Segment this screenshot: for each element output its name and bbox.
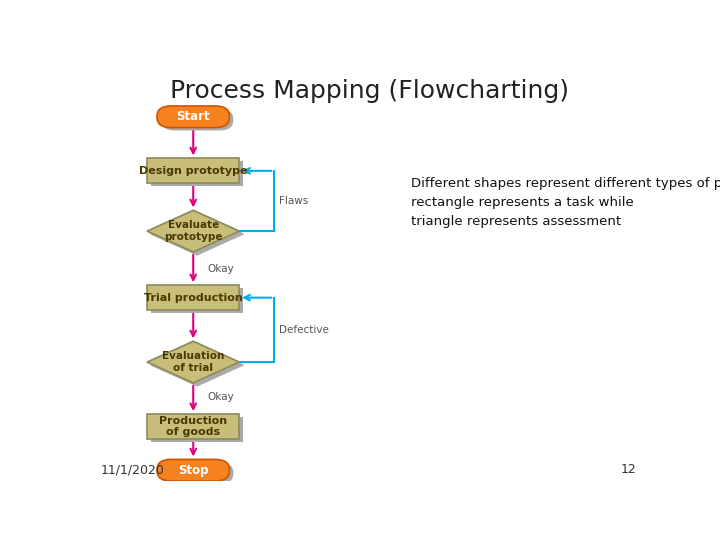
Text: 12: 12 (621, 463, 637, 476)
Text: Defective: Defective (279, 325, 328, 335)
FancyBboxPatch shape (151, 417, 243, 442)
Polygon shape (147, 210, 239, 252)
FancyBboxPatch shape (151, 161, 243, 186)
FancyBboxPatch shape (157, 460, 230, 481)
FancyBboxPatch shape (161, 462, 233, 484)
Text: 11/1/2020: 11/1/2020 (101, 463, 165, 476)
Text: Trial production: Trial production (144, 293, 243, 302)
FancyBboxPatch shape (157, 106, 230, 127)
Text: Stop: Stop (178, 464, 209, 477)
FancyBboxPatch shape (151, 288, 243, 313)
Text: Different shapes represent different types of process flow tasks, e.g.,
rectangl: Different shapes represent different typ… (411, 177, 720, 228)
Text: Design prototype: Design prototype (139, 166, 248, 176)
Text: Start: Start (176, 110, 210, 123)
FancyBboxPatch shape (147, 285, 239, 310)
Text: Okay: Okay (207, 264, 234, 274)
FancyBboxPatch shape (161, 109, 233, 131)
Polygon shape (151, 213, 243, 255)
Text: Process Mapping (Flowcharting): Process Mapping (Flowcharting) (169, 79, 569, 103)
FancyBboxPatch shape (147, 158, 239, 183)
FancyBboxPatch shape (147, 414, 239, 439)
Text: Evaluate
prototype: Evaluate prototype (164, 220, 222, 242)
Text: Flaws: Flaws (279, 196, 308, 206)
Text: Production
of goods: Production of goods (159, 416, 228, 437)
Polygon shape (147, 341, 239, 383)
Text: Evaluation
of trial: Evaluation of trial (162, 352, 225, 373)
Polygon shape (151, 344, 243, 386)
Text: Okay: Okay (207, 393, 234, 402)
